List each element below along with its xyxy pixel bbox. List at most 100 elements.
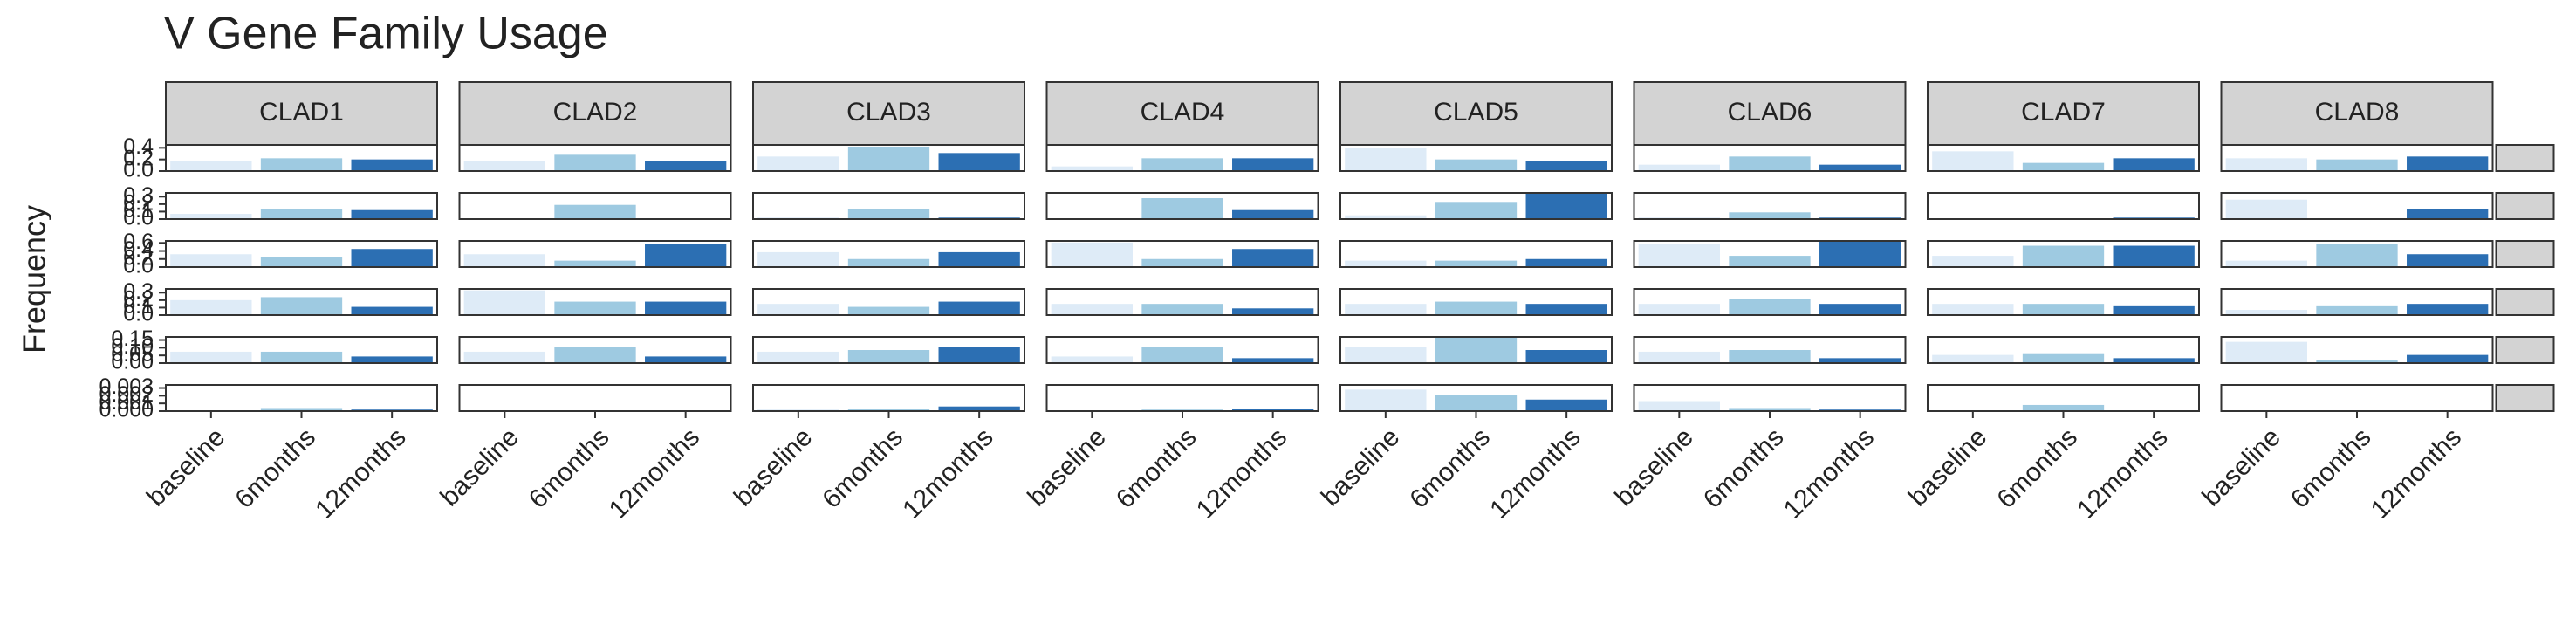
y-tick-label: 0.00 [111, 350, 154, 374]
bar [645, 244, 727, 267]
bar [2022, 404, 2105, 411]
bar [1345, 347, 1427, 363]
bar [1141, 158, 1223, 171]
x-tick-label: 6months [1991, 422, 2083, 514]
bar [1141, 347, 1223, 363]
bar [938, 251, 1020, 267]
bar [1932, 151, 2014, 171]
bar [1141, 258, 1223, 267]
bar [1232, 209, 1314, 219]
bar [260, 158, 343, 171]
bar [1932, 256, 2014, 267]
x-tick-label: 12months [1484, 422, 1586, 524]
bar [847, 209, 930, 219]
bar [757, 156, 839, 171]
bar [2407, 156, 2489, 171]
bar [554, 260, 636, 267]
bar [2225, 310, 2307, 315]
x-tick-label: 6months [817, 422, 908, 514]
panel-border [752, 144, 1025, 172]
facet-label: CLAD7 [2021, 98, 2106, 127]
bar [260, 297, 343, 315]
facet-label: CLAD4 [1141, 98, 1225, 127]
facet-strip [458, 81, 732, 146]
y-tick-label: 0.4 [123, 237, 154, 262]
bar [757, 304, 839, 315]
panel-border [2220, 144, 2494, 172]
row-strip [2495, 192, 2555, 220]
row-strip [2495, 384, 2555, 412]
bar [1819, 304, 1901, 315]
panel-border [2220, 288, 2494, 316]
panel-border [1045, 240, 1319, 268]
bar [1345, 148, 1427, 171]
bar [1638, 401, 1720, 411]
bar [1729, 212, 1811, 219]
panel-border [1927, 192, 2200, 220]
x-tick-label: 12months [310, 422, 411, 524]
bar [170, 214, 252, 219]
bar [351, 159, 433, 171]
bar [1729, 256, 1811, 267]
bar [1345, 215, 1427, 219]
bar [2316, 360, 2398, 363]
bar [1051, 166, 1133, 171]
y-tick-label: 0.1 [123, 198, 154, 223]
bar [1232, 409, 1314, 411]
y-tick-label: 0.003 [99, 374, 154, 399]
bar [260, 209, 343, 219]
bar [463, 254, 545, 267]
bar [351, 209, 433, 219]
x-tick-label: 6months [1111, 422, 1202, 514]
y-tick-label: 0.002 [99, 382, 154, 407]
bar [351, 306, 433, 315]
y-tick-label: 0.0 [123, 302, 154, 326]
bar [2407, 354, 2489, 363]
bar [1525, 399, 1607, 411]
x-tick-label: baseline [1316, 422, 1405, 512]
bar [1051, 304, 1133, 315]
panel-border [458, 240, 732, 268]
x-tick-label: 12months [1778, 422, 1880, 524]
bar [1638, 304, 1720, 315]
bar [554, 154, 636, 171]
panel-border [1927, 240, 2200, 268]
facet-label: CLAD3 [846, 98, 931, 127]
panel-border [1927, 288, 2200, 316]
x-tick-label: baseline [1023, 422, 1112, 512]
panel-border [458, 192, 732, 220]
panel-border [458, 288, 732, 316]
facet-label: CLAD1 [259, 98, 344, 127]
bar [847, 350, 930, 363]
row-strip [2495, 336, 2555, 364]
x-tick-label: baseline [2197, 422, 2286, 512]
x-tick-label: 6months [1404, 422, 1496, 514]
bar [1345, 304, 1427, 315]
x-tick-label: 6months [230, 422, 321, 514]
bar [1435, 301, 1518, 315]
bar [170, 351, 252, 363]
bar [463, 161, 545, 171]
bar [1232, 308, 1314, 315]
chart-title: V Gene Family Usage [164, 9, 608, 59]
facet-strip [752, 81, 1025, 146]
bar [2113, 158, 2195, 171]
bar [463, 351, 545, 363]
bar [2316, 244, 2398, 267]
bar [260, 351, 343, 363]
bar [1345, 260, 1427, 267]
panel-border [2220, 240, 2494, 268]
bar [2407, 254, 2489, 267]
bar [2225, 199, 2307, 219]
x-tick-label: 12months [2366, 422, 2467, 524]
panel-border [1633, 240, 1907, 268]
bar [2225, 158, 2307, 171]
panel-border [165, 144, 438, 172]
bar [1232, 249, 1314, 267]
bar [2022, 353, 2105, 363]
bar [847, 147, 930, 171]
x-tick-label: 12months [897, 422, 998, 524]
y-tick-label: 0.2 [123, 190, 154, 215]
bar [2225, 260, 2307, 267]
